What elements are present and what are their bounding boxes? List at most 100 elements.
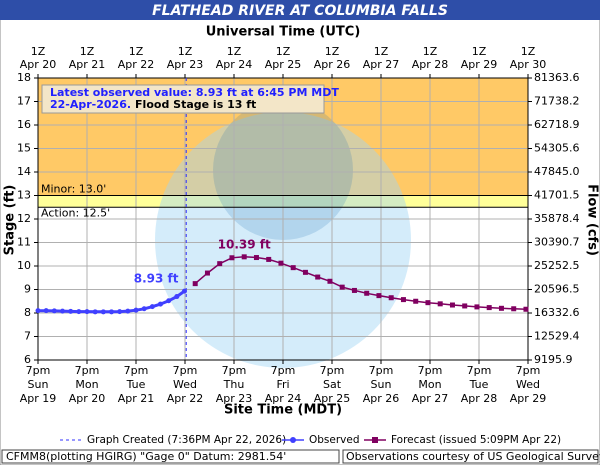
data-point <box>388 295 394 301</box>
data-point <box>511 306 517 312</box>
x-tick-label: 7pm <box>173 364 198 377</box>
x2-tick-label: Apr 25 <box>265 58 302 71</box>
y-tick-label: 9 <box>24 283 31 296</box>
y2-tick-label: 20596.5 <box>534 283 580 296</box>
data-point <box>109 309 114 315</box>
y2-tick-label: 54305.6 <box>534 142 580 155</box>
data-point <box>400 297 406 303</box>
x-tick-label: 7pm <box>26 364 51 377</box>
x-tick-label: Mon <box>75 378 98 391</box>
plot-border <box>37 77 529 361</box>
x-tick-label: 7pm <box>369 364 394 377</box>
x2-tick-label: 1Z <box>80 45 95 58</box>
data-point <box>76 309 82 315</box>
y2-tick-label: 35878.4 <box>534 212 580 225</box>
footer-box <box>1 449 340 464</box>
data-point <box>376 293 382 299</box>
x-tick-label: 7pm <box>222 364 247 377</box>
data-point <box>290 265 296 271</box>
data-point <box>253 255 259 261</box>
data-point <box>149 304 155 310</box>
x-tick-label: Sat <box>323 378 342 391</box>
data-point <box>35 308 41 314</box>
data-point <box>117 309 123 315</box>
y2-tick-label: 62718.9 <box>534 118 580 131</box>
data-point <box>486 305 492 311</box>
x-tick-label: Wed <box>516 378 540 391</box>
annotation-box <box>41 84 325 114</box>
y-tick-label: 8 <box>24 306 31 319</box>
x2-tick-label: 1Z <box>423 45 438 58</box>
data-point <box>92 309 98 315</box>
data-point <box>498 305 504 311</box>
x2-tick-label: Apr 24 <box>216 58 253 71</box>
x2-tick-label: Apr 27 <box>363 58 400 71</box>
x-tick-label: Apr 29 <box>510 392 547 405</box>
y2-tick-label: 47845.0 <box>534 165 580 178</box>
x2-tick-label: Apr 23 <box>167 58 204 71</box>
x-tick-label: Apr 26 <box>363 392 400 405</box>
y-tick-label: 16 <box>17 118 31 131</box>
y-tick-label: 7 <box>24 330 31 343</box>
data-point <box>315 274 321 280</box>
y-tick-label: 17 <box>17 95 31 108</box>
x2-tick-label: Apr 29 <box>461 58 498 71</box>
y-tick-label: 15 <box>17 142 31 155</box>
data-point <box>141 306 147 312</box>
y-tick-label: 18 <box>17 71 31 84</box>
data-point <box>266 256 272 262</box>
data-point <box>278 260 284 266</box>
data-point <box>523 306 529 312</box>
y2-tick-label: 81363.6 <box>534 71 580 84</box>
y-tick-label: 14 <box>17 165 31 178</box>
y2-tick-label: 9195.9 <box>534 353 573 366</box>
x2-tick-label: 1Z <box>227 45 242 58</box>
y2-tick-label: 25252.5 <box>534 259 580 272</box>
data-point <box>133 307 139 313</box>
x-tick-label: Sun <box>371 378 392 391</box>
value-label: 10.39 ft <box>218 237 271 251</box>
data-point <box>204 270 210 276</box>
legend-marker <box>290 437 296 443</box>
x2-tick-label: Apr 26 <box>314 58 351 71</box>
y-tick-label: 11 <box>17 236 31 249</box>
x-tick-label: Thu <box>223 378 245 391</box>
data-point <box>241 254 247 260</box>
x2-tick-label: 1Z <box>374 45 389 58</box>
title-bar <box>0 0 600 20</box>
x-tick-label: Apr 19 <box>20 392 57 405</box>
x-tick-label: Apr 24 <box>265 392 302 405</box>
x2-tick-label: 1Z <box>276 45 291 58</box>
x-tick-label: Apr 23 <box>216 392 253 405</box>
data-point <box>474 304 480 310</box>
x-tick-label: 7pm <box>124 364 149 377</box>
x2-tick-label: 1Z <box>129 45 144 58</box>
x2-tick-label: Apr 28 <box>412 58 449 71</box>
data-point <box>462 303 468 309</box>
x-tick-label: 7pm <box>75 364 100 377</box>
data-point <box>125 308 131 314</box>
x-tick-label: Apr 27 <box>412 392 449 405</box>
data-point <box>181 288 187 294</box>
footer-left: CFMM8(plotting HGIRG) "Gage 0" Datum: 29… <box>6 450 286 463</box>
data-point <box>229 255 235 261</box>
data-point <box>192 281 198 287</box>
x-tick-label: Tue <box>469 378 489 391</box>
data-point <box>413 298 419 304</box>
x-tick-label: Apr 25 <box>314 392 351 405</box>
footer-right: Observations courtesy of US Geological S… <box>346 450 600 463</box>
data-point <box>100 309 106 315</box>
series-line <box>194 256 527 310</box>
data-point <box>364 290 370 296</box>
data-point <box>43 308 49 314</box>
x-tick-label: Apr 28 <box>461 392 498 405</box>
x2-tick-label: Apr 30 <box>510 58 547 71</box>
value-label: 8.93 ft <box>134 272 179 286</box>
x-tick-label: Apr 20 <box>69 392 106 405</box>
data-point <box>302 269 308 275</box>
x2-tick-label: Apr 22 <box>118 58 155 71</box>
x-tick-label: Fri <box>276 378 289 391</box>
x-tick-label: 7pm <box>271 364 296 377</box>
x-tick-label: 7pm <box>418 364 443 377</box>
